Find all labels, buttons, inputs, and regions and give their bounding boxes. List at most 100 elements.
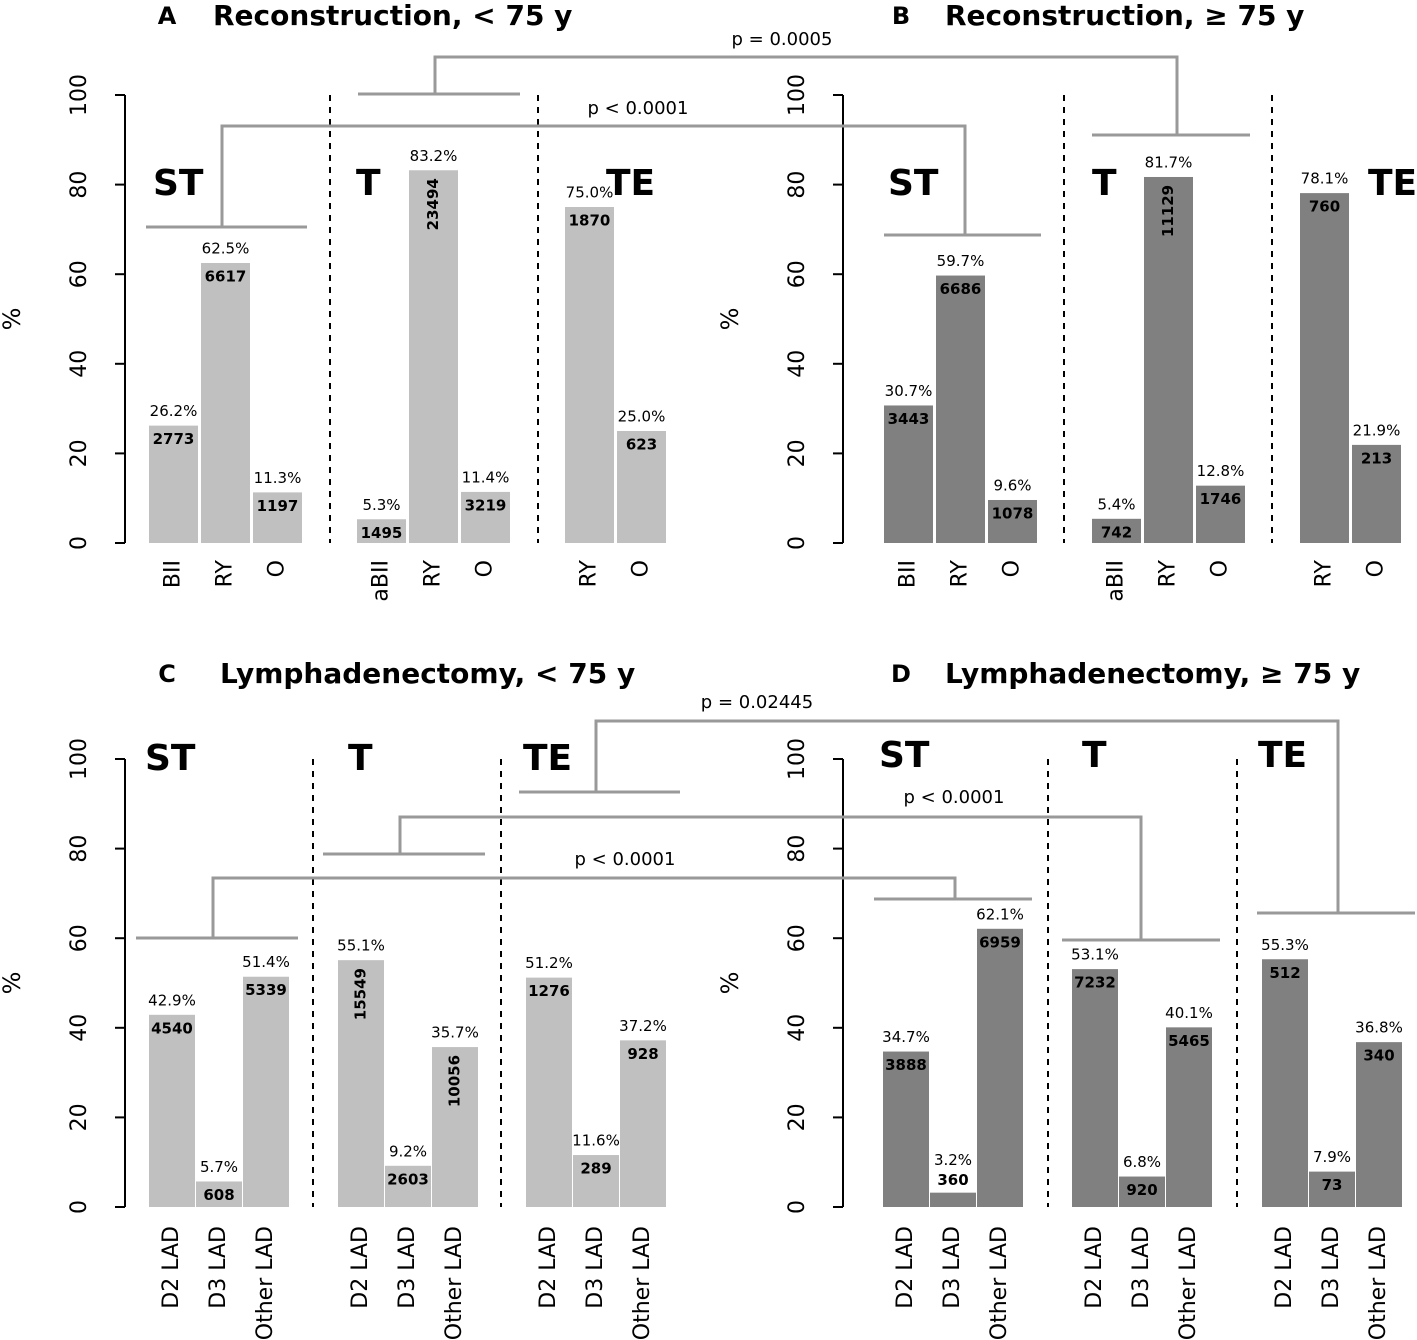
- bar: [1262, 959, 1308, 1207]
- x-tick-label: RY: [948, 559, 973, 587]
- panel-title: Reconstruction, ≥ 75 y: [945, 0, 1304, 32]
- y-tick-label: 40: [67, 350, 92, 378]
- y-tick-label: 40: [785, 350, 810, 378]
- x-tick-label: O: [473, 560, 498, 577]
- y-tick-label: 80: [785, 171, 810, 199]
- y-tick-label: 0: [785, 1200, 810, 1214]
- y-tick-label: 100: [67, 74, 92, 116]
- x-tick-label: BII: [161, 560, 186, 588]
- x-tick-label: D2 LAD: [893, 1226, 918, 1309]
- x-tick-label: O: [1208, 560, 1233, 577]
- group-label: T: [1082, 735, 1107, 776]
- count-label: 340: [1363, 1047, 1394, 1065]
- bar: [196, 1181, 242, 1207]
- y-tick-label: 40: [67, 1014, 92, 1042]
- value-label: 11.3%: [254, 469, 302, 487]
- x-tick-label: aBII: [1104, 560, 1129, 602]
- p-value: p < 0.0001: [904, 787, 1005, 808]
- count-label: 15549: [352, 968, 370, 1020]
- x-tick-label: D2 LAD: [159, 1226, 184, 1309]
- count-label: 289: [580, 1160, 611, 1178]
- x-tick-label: D2 LAD: [536, 1226, 561, 1309]
- bar: [253, 492, 302, 543]
- y-axis-label: %: [0, 972, 26, 995]
- bar: [1309, 1171, 1355, 1207]
- bar: [149, 425, 198, 543]
- count-label: 742: [1101, 523, 1132, 541]
- x-tick-label: O: [1000, 560, 1025, 577]
- p-value: p < 0.0001: [588, 98, 689, 119]
- bar: [409, 170, 458, 544]
- count-label: 2603: [387, 1170, 429, 1188]
- count-label: 1746: [1200, 490, 1242, 508]
- x-tick-label: Other LAD: [1366, 1226, 1391, 1340]
- count-label: 11129: [1159, 185, 1177, 237]
- bar: [526, 977, 572, 1207]
- count-label: 5465: [1168, 1032, 1210, 1050]
- value-label: 55.3%: [1261, 936, 1309, 954]
- group-label: T: [1092, 163, 1117, 204]
- value-label: 42.9%: [148, 991, 196, 1009]
- value-label: 53.1%: [1071, 946, 1119, 964]
- bar: [1166, 1027, 1212, 1207]
- count-label: 3443: [888, 410, 930, 428]
- value-label: 83.2%: [410, 147, 458, 165]
- value-label: 51.4%: [242, 953, 290, 971]
- x-tick-label: RY: [577, 559, 602, 587]
- y-tick-label: 60: [67, 924, 92, 952]
- y-tick-label: 80: [67, 835, 92, 863]
- y-tick-label: 20: [785, 439, 810, 467]
- count-label: 10056: [446, 1055, 464, 1107]
- count-label: 7232: [1074, 974, 1116, 992]
- count-label: 6959: [979, 933, 1021, 951]
- panel-letter: B: [892, 2, 910, 30]
- count-label: 1078: [992, 504, 1034, 522]
- x-tick-label: BII: [896, 560, 921, 588]
- value-label: 25.0%: [618, 408, 666, 426]
- value-label: 62.5%: [202, 240, 250, 258]
- p-value: p = 0.0005: [732, 29, 833, 50]
- count-label: 512: [1269, 964, 1300, 982]
- bar: [461, 491, 510, 543]
- count-label: 3888: [885, 1056, 927, 1074]
- value-label: 37.2%: [619, 1017, 667, 1035]
- value-label: 78.1%: [1301, 170, 1349, 188]
- bar: [338, 960, 384, 1207]
- bar: [988, 499, 1037, 543]
- bracket: [398, 815, 1143, 940]
- panel-letter: C: [158, 660, 176, 688]
- bar: [936, 275, 985, 543]
- bar: [149, 1014, 195, 1207]
- bar: [1356, 1042, 1402, 1207]
- value-label: 34.7%: [882, 1028, 930, 1046]
- bar: [930, 1192, 976, 1207]
- group-label: ST: [153, 163, 204, 204]
- bar: [884, 405, 933, 543]
- count-label: 360: [937, 1171, 968, 1189]
- bracket: [211, 876, 957, 938]
- value-label: 9.6%: [993, 476, 1031, 494]
- value-label: 35.7%: [431, 1024, 479, 1042]
- y-tick-label: 40: [785, 1014, 810, 1042]
- x-tick-label: RY: [1312, 559, 1337, 587]
- x-tick-label: D2 LAD: [348, 1226, 373, 1309]
- panel-letter: A: [158, 2, 177, 30]
- value-label: 6.8%: [1123, 1153, 1161, 1171]
- p-value: p < 0.0001: [575, 849, 676, 870]
- count-label: 760: [1309, 198, 1340, 216]
- count-label: 1495: [361, 524, 403, 542]
- bracket: [220, 124, 967, 235]
- x-tick-label: D3 LAD: [1319, 1226, 1344, 1309]
- count-label: 6617: [205, 268, 247, 286]
- bar: [883, 1051, 929, 1207]
- panel-title: Lymphadenectomy, < 75 y: [220, 657, 635, 690]
- group-label: T: [356, 163, 381, 204]
- y-tick-label: 60: [785, 924, 810, 952]
- x-tick-label: D3 LAD: [940, 1226, 965, 1309]
- value-label: 12.8%: [1197, 462, 1245, 480]
- value-label: 3.2%: [934, 1151, 972, 1169]
- count-label: 2773: [153, 430, 195, 448]
- y-tick-label: 100: [785, 738, 810, 780]
- x-tick-label: Other LAD: [1176, 1226, 1201, 1340]
